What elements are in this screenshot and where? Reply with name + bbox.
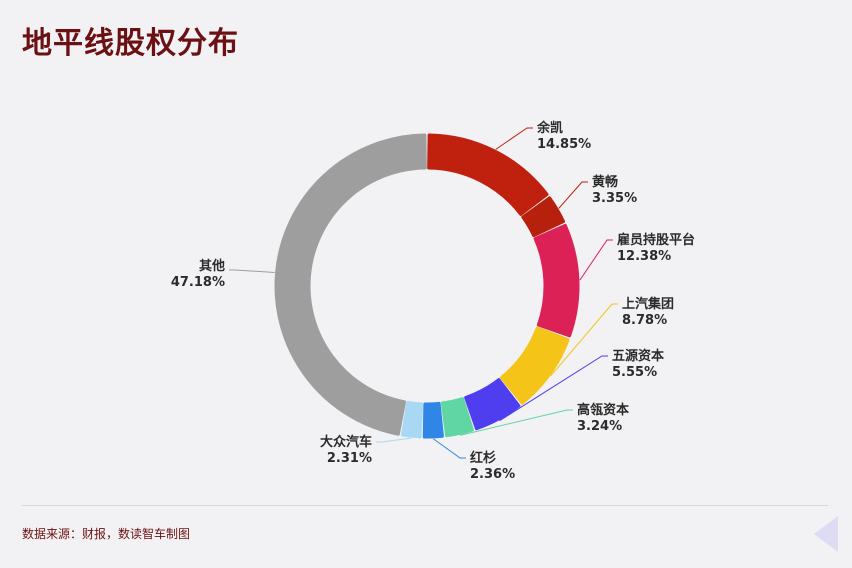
slice-value-label: 3.24%: [577, 419, 622, 434]
slice-3: [533, 223, 580, 338]
slice-value-label: 14.85%: [537, 137, 591, 152]
leader-line-4: [550, 303, 618, 377]
slice-9: [274, 133, 427, 436]
slice-value-label: 5.55%: [612, 365, 657, 380]
leader-line-3: [579, 239, 613, 281]
data-source-note: 数据来源：财报，数读智车制图: [22, 527, 191, 541]
slice-8: [400, 400, 424, 439]
slice-2: [521, 196, 566, 238]
slice-value-label: 47.18%: [171, 275, 225, 290]
slice-7: [422, 401, 444, 439]
leader-line-9: [229, 269, 275, 273]
slice-name-label: 余凯: [536, 120, 563, 136]
slice-value-label: 2.36%: [470, 467, 515, 482]
footer-divider: [22, 505, 828, 506]
slice-name-label: 大众汽车: [320, 434, 372, 450]
donut-slices: [274, 133, 580, 439]
leader-line-2: [558, 181, 588, 209]
slice-value-label: 12.38%: [617, 249, 671, 264]
slice-name-label: 高瓴资本: [577, 402, 629, 418]
slice-name-label: 上汽集团: [622, 296, 674, 312]
leader-line-7: [433, 438, 466, 459]
slice-name-label: 雇员持股平台: [617, 232, 695, 248]
corner-decoration: [814, 516, 838, 552]
slice-name-label: 红杉: [470, 450, 496, 466]
slice-name-label: 五源资本: [612, 348, 664, 364]
slice-5: [464, 378, 521, 431]
leader-line-8: [376, 437, 412, 443]
slice-name-label: 黄畅: [592, 174, 618, 190]
slice-6: [440, 397, 474, 438]
slice-value-label: 8.78%: [622, 313, 667, 328]
slice-value-label: 3.35%: [592, 191, 637, 206]
slice-name-label: 其他: [199, 258, 225, 274]
leader-line-5: [499, 355, 608, 422]
chart-title: 地平线股权分布: [22, 26, 239, 61]
slice-4: [499, 326, 570, 405]
slice-1: [427, 133, 549, 216]
slice-value-label: 2.31%: [327, 451, 372, 466]
leader-line-1: [495, 127, 533, 150]
leader-line-6: [459, 409, 573, 436]
